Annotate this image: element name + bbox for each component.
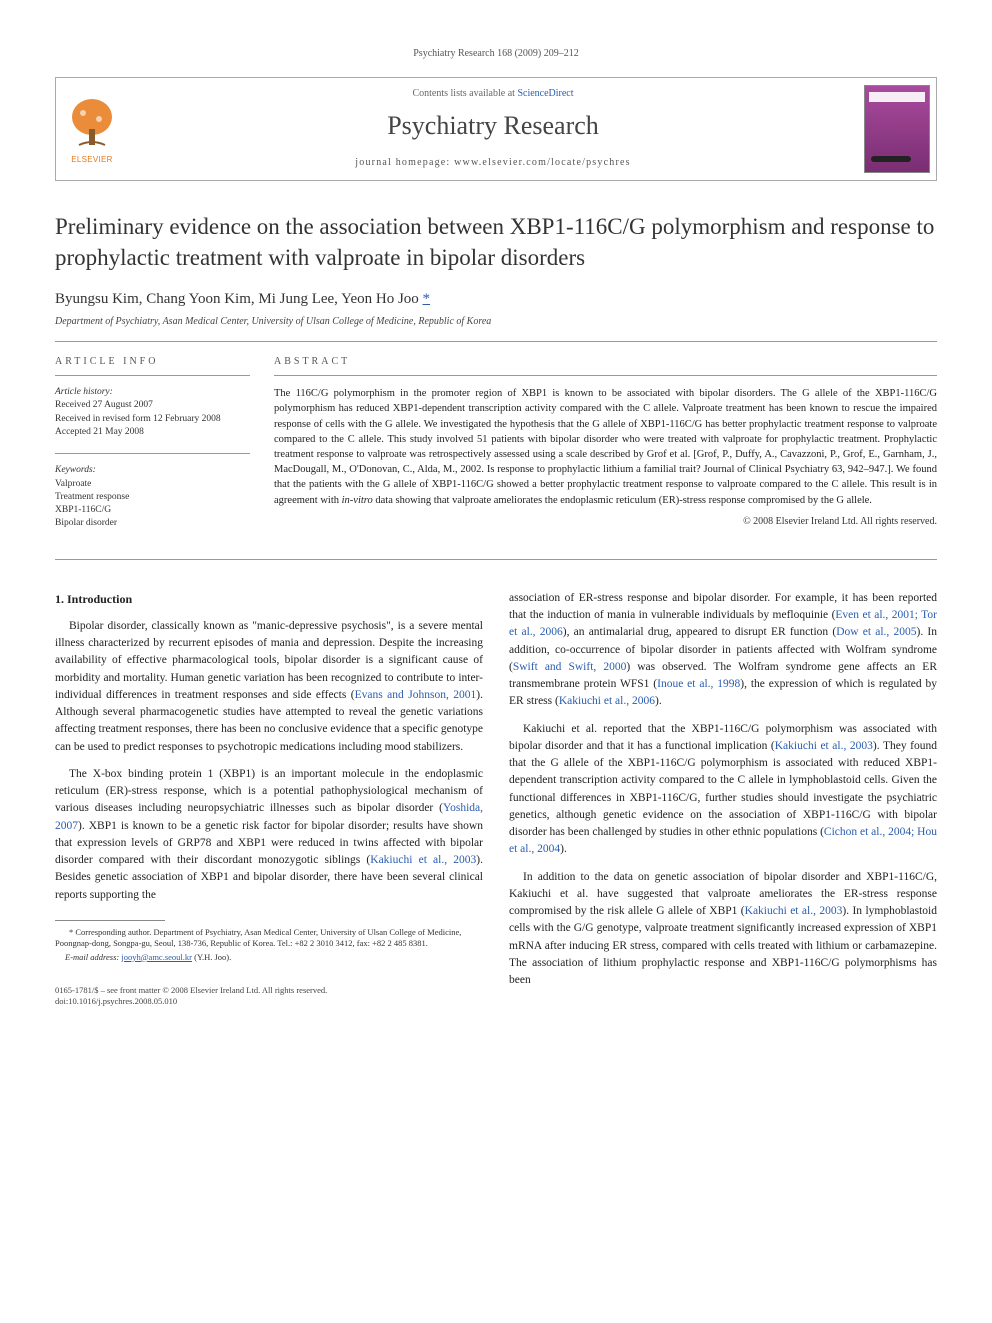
email-link[interactable]: jooyh@amc.seoul.kr <box>121 952 192 962</box>
journal-reference: Psychiatry Research 168 (2009) 209–212 <box>55 48 937 59</box>
history-received: Received 27 August 2007 <box>55 399 250 412</box>
article-title: Preliminary evidence on the association … <box>55 211 937 273</box>
article-info: ARTICLE INFO Article history: Received 2… <box>55 356 250 545</box>
abstract-heading: ABSTRACT <box>274 356 937 376</box>
abstract-text-main: The 116C/G polymorphism in the promoter … <box>274 388 937 506</box>
para-3b: ), an antimalarial drug, appeared to dis… <box>563 626 836 638</box>
affiliation: Department of Psychiatry, Asan Medical C… <box>55 316 937 327</box>
history-label: Article history: <box>55 386 250 399</box>
para-1: Bipolar disorder, classically known as "… <box>55 618 483 756</box>
cite-inoue[interactable]: Inoue et al., 1998 <box>657 678 740 690</box>
keyword-2: Treatment response <box>55 491 250 504</box>
cite-kakiuchi-3[interactable]: Kakiuchi et al., 2003 <box>745 905 843 917</box>
author-list: Byungsu Kim, Chang Yoon Kim, Mi Jung Lee… <box>55 291 419 307</box>
cover-thumbnail <box>864 85 930 173</box>
homepage-url: www.elsevier.com/locate/psychres <box>454 157 631 168</box>
keyword-1: Valproate <box>55 478 250 491</box>
keyword-4: Bipolar disorder <box>55 517 250 530</box>
footer-line-1: 0165-1781/$ – see front matter © 2008 El… <box>55 985 483 996</box>
keywords: Keywords: Valproate Treatment response X… <box>55 464 250 530</box>
para-5: In addition to the data on genetic assoc… <box>509 869 937 990</box>
body-col-right: association of ER-stress response and bi… <box>509 590 937 1008</box>
header-center: Contents lists available at ScienceDirec… <box>128 78 858 180</box>
email-suffix: (Y.H. Joo). <box>192 952 231 962</box>
info-divider <box>55 453 250 454</box>
journal-header: ELSEVIER Contents lists available at Sci… <box>55 77 937 181</box>
keywords-label: Keywords: <box>55 464 250 477</box>
para-4: Kakiuchi et al. reported that the XBP1-1… <box>509 721 937 859</box>
homepage-line: journal homepage: www.elsevier.com/locat… <box>136 157 850 168</box>
abstract-text-end: data showing that valproate ameliorates … <box>373 495 872 506</box>
cite-dow[interactable]: Dow et al., 2005 <box>836 626 916 638</box>
article-history: Article history: Received 27 August 2007… <box>55 386 250 439</box>
footer: 0165-1781/$ – see front matter © 2008 El… <box>55 985 483 1007</box>
elsevier-label: ELSEVIER <box>71 155 113 164</box>
homepage-prefix: journal homepage: <box>355 157 454 168</box>
footnote-divider <box>55 920 165 921</box>
divider-top <box>55 341 937 342</box>
para-5b: ). In lymphoblastoid cells with the G/G … <box>509 905 937 986</box>
contents-prefix: Contents lists available at <box>412 88 517 99</box>
para-2: The X-box binding protein 1 (XBP1) is an… <box>55 766 483 904</box>
cite-kakiuchi-2006[interactable]: Kakiuchi et al., 2006 <box>559 695 655 707</box>
cite-kakiuchi-2[interactable]: Kakiuchi et al., 2003 <box>775 740 873 752</box>
divider-bottom <box>55 559 937 560</box>
body-col-left: 1. Introduction Bipolar disorder, classi… <box>55 590 483 1008</box>
history-accepted: Accepted 21 May 2008 <box>55 426 250 439</box>
footer-line-2: doi:10.1016/j.psychres.2008.05.010 <box>55 996 483 1007</box>
page-container: Psychiatry Research 168 (2009) 209–212 E… <box>0 0 992 1047</box>
sciencedirect-link[interactable]: ScienceDirect <box>517 88 573 99</box>
para-4b: ). They found that the G allele of the X… <box>509 740 937 838</box>
para-4c: ). <box>560 843 567 855</box>
footnote: * Corresponding author. Department of Ps… <box>55 927 483 963</box>
footnote-email-line: E-mail address: jooyh@amc.seoul.kr (Y.H.… <box>55 952 483 963</box>
elsevier-tree-icon <box>65 95 119 153</box>
elsevier-logo: ELSEVIER <box>56 78 128 180</box>
para-2a: The X-box binding protein 1 (XBP1) is an… <box>55 768 483 815</box>
cite-evans[interactable]: Evans and Johnson, 2001 <box>355 689 477 701</box>
info-abstract-row: ARTICLE INFO Article history: Received 2… <box>55 356 937 545</box>
history-revised: Received in revised form 12 February 200… <box>55 413 250 426</box>
abstract: ABSTRACT The 116C/G polymorphism in the … <box>274 356 937 545</box>
para-3: association of ER-stress response and bi… <box>509 590 937 711</box>
body-columns: 1. Introduction Bipolar disorder, classi… <box>55 590 937 1008</box>
journal-title: Psychiatry Research <box>136 111 850 141</box>
abstract-italic: in-vitro <box>342 495 373 506</box>
cite-swift[interactable]: Swift and Swift, 2000 <box>513 661 626 673</box>
abstract-text: The 116C/G polymorphism in the promoter … <box>274 386 937 508</box>
journal-cover <box>858 78 936 180</box>
cite-kakiuchi-1[interactable]: Kakiuchi et al., 2003 <box>370 854 476 866</box>
section-1-heading: 1. Introduction <box>55 590 483 608</box>
keyword-3: XBP1-116C/G <box>55 504 250 517</box>
para-3f: ). <box>655 695 662 707</box>
abstract-copyright: © 2008 Elsevier Ireland Ltd. All rights … <box>274 516 937 527</box>
contents-line: Contents lists available at ScienceDirec… <box>136 88 850 99</box>
authors: Byungsu Kim, Chang Yoon Kim, Mi Jung Lee… <box>55 291 937 308</box>
corresponding-mark[interactable]: * <box>423 291 431 307</box>
email-label: E-mail address: <box>65 952 121 962</box>
footnote-corr: * Corresponding author. Department of Ps… <box>55 927 483 950</box>
article-info-heading: ARTICLE INFO <box>55 356 250 376</box>
